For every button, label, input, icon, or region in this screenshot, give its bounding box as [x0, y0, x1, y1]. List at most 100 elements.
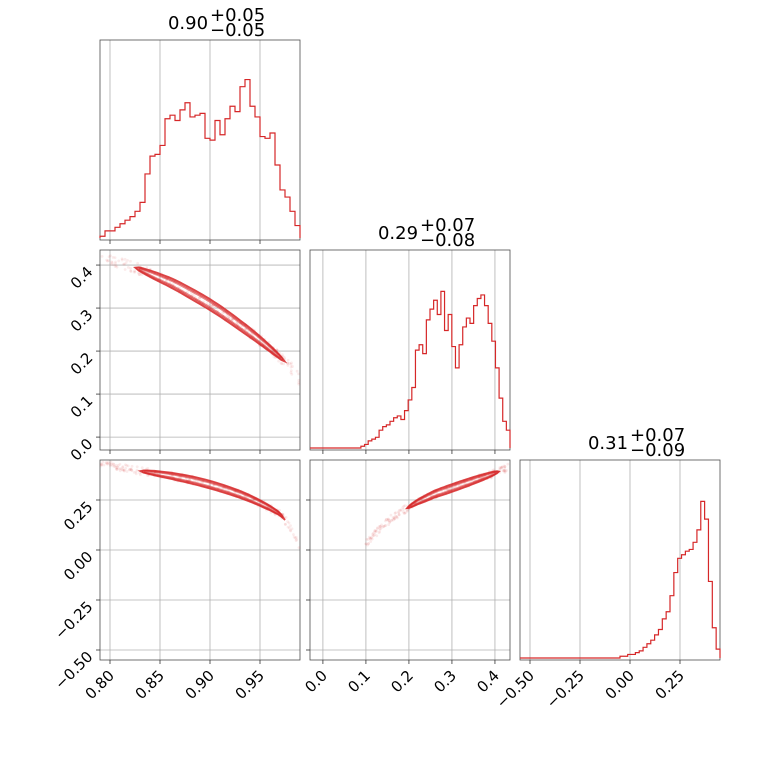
sample-point	[106, 460, 110, 464]
sample-point	[115, 467, 119, 471]
sample-point	[112, 464, 115, 468]
y-tick-label: 0.0	[67, 435, 97, 465]
sample-point	[289, 529, 293, 533]
sample-point	[289, 524, 292, 528]
sample-point	[401, 506, 405, 510]
sample-point	[123, 268, 127, 271]
sample-point	[371, 534, 375, 538]
sample-point	[396, 510, 400, 514]
sample-point	[109, 254, 112, 258]
sample-point	[129, 467, 133, 471]
sample-point	[288, 528, 292, 532]
sample-point	[106, 259, 109, 263]
sample-point	[113, 265, 117, 268]
sample-point	[111, 255, 115, 259]
sample-point	[286, 358, 290, 362]
contour-level	[141, 470, 284, 519]
sample-point	[112, 462, 116, 466]
y-tick-label: 0.1	[67, 392, 97, 422]
sample-point	[384, 524, 388, 527]
sample-point	[297, 372, 300, 376]
sample-point	[130, 464, 134, 468]
sample-point	[105, 462, 109, 466]
y-tick-label: 0.4	[67, 263, 97, 293]
sample-point	[128, 468, 131, 472]
sample-point	[282, 362, 286, 366]
pair-1-0	[100, 254, 301, 386]
x-tick-label: 0.95	[232, 667, 268, 703]
sample-point	[100, 254, 104, 258]
sample-point	[394, 514, 397, 518]
histogram-1	[310, 290, 511, 449]
sample-point	[293, 536, 297, 540]
sample-point	[402, 504, 406, 508]
sample-point	[124, 466, 128, 470]
sample-point	[368, 537, 372, 541]
sample-point	[109, 464, 112, 468]
sample-point	[371, 531, 375, 535]
sample-point	[403, 504, 407, 508]
sample-point	[295, 369, 299, 373]
sample-point	[498, 466, 502, 469]
sample-point	[397, 513, 401, 517]
sample-point	[367, 541, 370, 545]
sample-point	[120, 258, 124, 262]
sample-point	[371, 532, 375, 536]
sample-point	[109, 460, 113, 464]
sample-point	[107, 255, 111, 259]
title-upper-error: +0.07	[420, 215, 475, 236]
title-lower-error: −0.05	[210, 20, 265, 41]
sample-point	[500, 466, 503, 469]
sample-point	[405, 509, 409, 513]
y-tick-label: 0.00	[60, 548, 96, 584]
sample-point	[102, 463, 106, 467]
sample-point	[289, 369, 293, 373]
panel-1-1	[309, 249, 511, 454]
x-tick-label: 0.00	[602, 667, 638, 703]
sample-point	[502, 464, 506, 468]
sample-point	[122, 262, 126, 266]
sample-point	[124, 261, 128, 265]
sample-point	[279, 361, 283, 365]
sample-point	[115, 467, 119, 471]
sample-point	[186, 290, 190, 294]
sample-point	[136, 261, 140, 265]
sample-point	[140, 466, 144, 470]
sample-point	[122, 468, 126, 472]
sample-point	[389, 519, 393, 522]
sample-point	[395, 515, 399, 519]
sample-point	[134, 472, 138, 476]
sample-point	[123, 469, 126, 473]
sample-point	[284, 515, 288, 519]
sample-point	[106, 462, 110, 466]
x-tick-label: 0.85	[132, 667, 168, 703]
sample-point	[380, 523, 383, 527]
sample-point	[286, 520, 290, 524]
sample-point	[113, 262, 117, 266]
sample-point	[379, 527, 382, 531]
sample-point	[373, 533, 377, 536]
sample-point	[505, 469, 508, 472]
sample-point	[395, 515, 398, 518]
sample-point	[370, 536, 373, 540]
sample-point	[126, 464, 130, 468]
sample-point	[292, 535, 296, 539]
sample-point	[379, 525, 382, 529]
sample-point	[100, 463, 103, 466]
sample-point	[498, 467, 502, 470]
panel-0-0	[99, 39, 301, 244]
sample-point	[391, 518, 395, 522]
sample-point	[295, 538, 299, 541]
sample-point	[380, 525, 384, 529]
panel-1-0	[96, 249, 301, 454]
sample-point	[116, 464, 120, 467]
sample-point	[121, 468, 125, 472]
panel-frame	[99, 459, 301, 661]
sample-point	[386, 517, 390, 521]
sample-point	[289, 363, 293, 366]
sample-point	[120, 468, 124, 471]
sample-point	[500, 465, 504, 469]
sample-point	[290, 361, 293, 365]
sample-point	[289, 371, 293, 375]
sample-point	[374, 529, 378, 533]
